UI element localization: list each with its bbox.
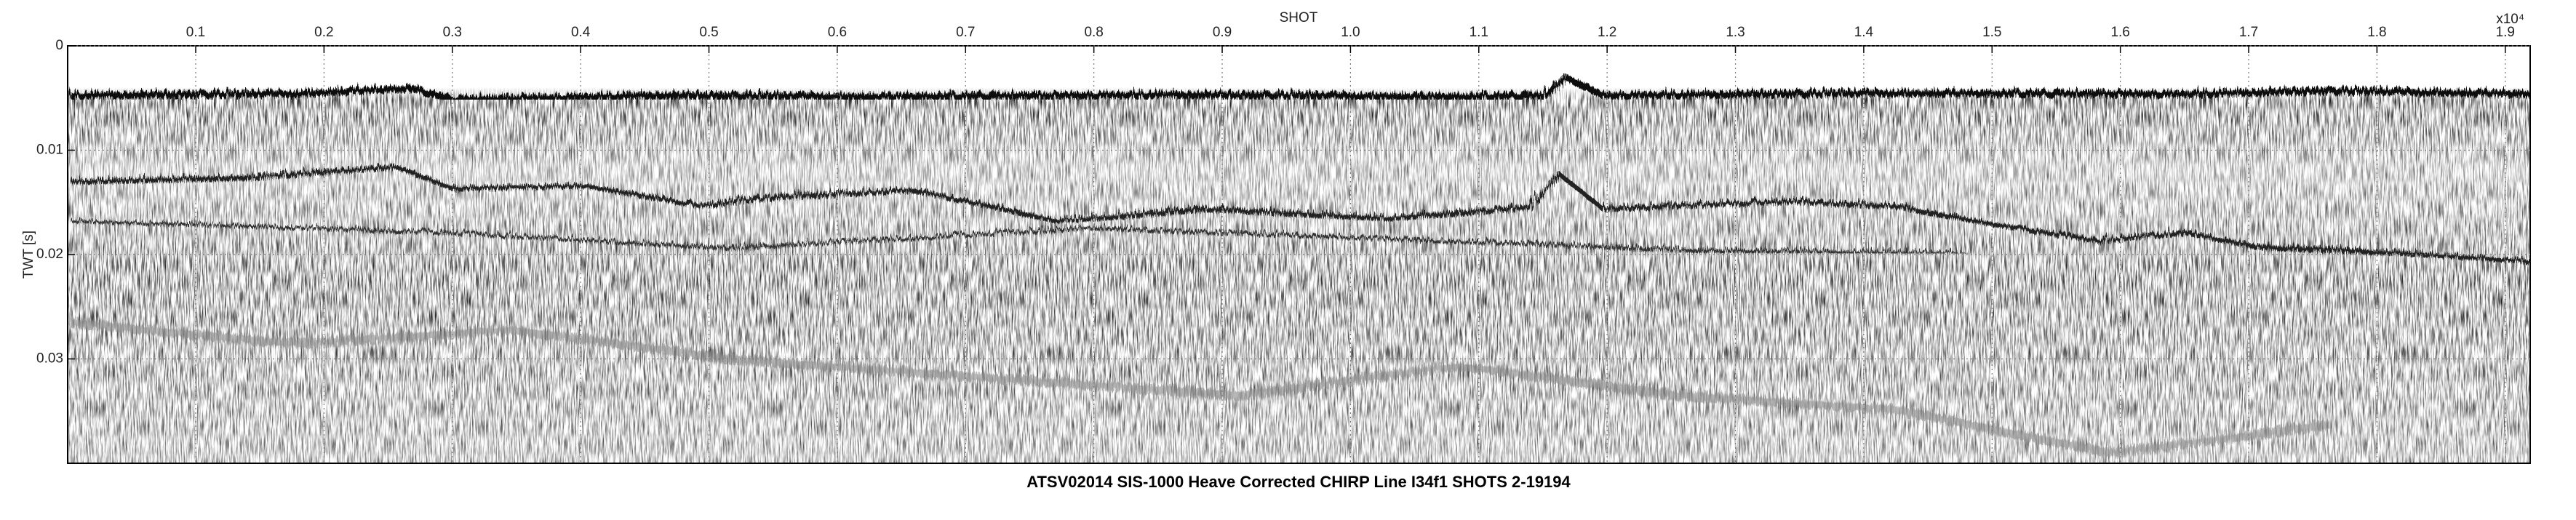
x-tick-label: 1.4 xyxy=(1854,25,1874,40)
x-tick-label: 1.0 xyxy=(1341,25,1360,40)
x-tick-label: 1.5 xyxy=(1982,25,2001,40)
x-tick-label: 1.3 xyxy=(1726,25,1744,40)
x-tick-label: 1.2 xyxy=(1598,25,1616,40)
x-tick-label: 0.7 xyxy=(956,25,975,40)
y-axis-label: TWT [s] xyxy=(21,231,36,279)
x-tick-label: 0.6 xyxy=(828,25,847,40)
x-tick-label: 0.5 xyxy=(699,25,718,40)
x-multiplier: x10⁴ xyxy=(2496,12,2524,27)
x-tick-label: 0.8 xyxy=(1084,25,1103,40)
chart-title: ATSV02014 SIS-1000 Heave Corrected CHIRP… xyxy=(1026,473,1571,491)
y-tick-label: 0.01 xyxy=(36,143,63,158)
x-axis-label: SHOT xyxy=(1280,10,1318,25)
x-tick-label: 1.7 xyxy=(2239,25,2258,40)
x-tick-label: 0.2 xyxy=(314,25,333,40)
x-tick-label: 0.3 xyxy=(443,25,462,40)
y-tick-label: 0.02 xyxy=(36,247,63,262)
x-tick-label: 1.8 xyxy=(2367,25,2386,40)
x-tick-label: 1.1 xyxy=(1470,25,1488,40)
x-tick-label: 1.6 xyxy=(2110,25,2129,40)
x-tick-label: 1.9 xyxy=(2496,25,2515,40)
y-tick-label: 0.03 xyxy=(36,351,63,367)
x-tick-label: 0.4 xyxy=(571,25,591,40)
x-tick-label: 0.9 xyxy=(1213,25,1232,40)
x-tick-label: 0.1 xyxy=(186,25,205,40)
y-tick-label: 0 xyxy=(55,38,63,53)
